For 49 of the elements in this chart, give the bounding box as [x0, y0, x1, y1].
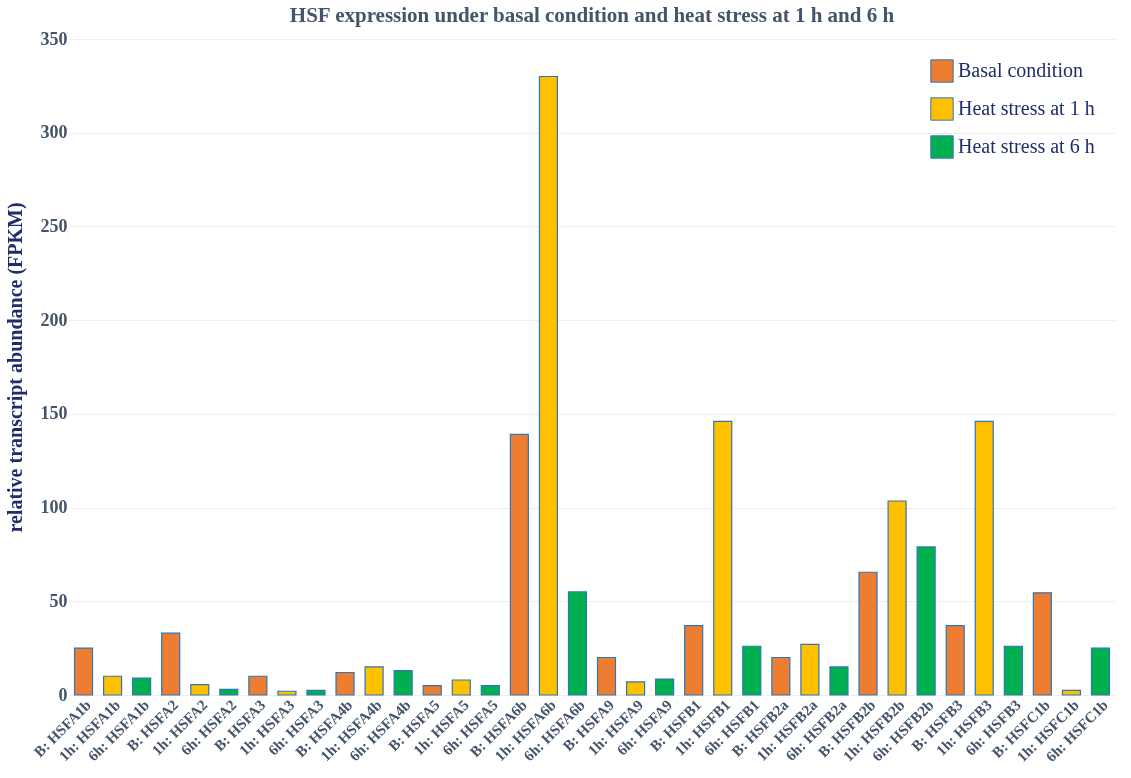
- bar: [1003, 645, 1023, 696]
- chart-title: HSF expression under basal condition and heat stress at 1 h and 6 h: [289, 3, 895, 27]
- legend-label: Heat stress at 1 h: [958, 97, 1095, 119]
- bar: [248, 675, 268, 696]
- y-tick-label: 350: [40, 28, 68, 49]
- bar: [219, 688, 239, 696]
- bar: [655, 678, 675, 696]
- bar: [364, 666, 384, 696]
- bar: [480, 685, 500, 696]
- y-tick-label: 250: [40, 215, 68, 236]
- bar: [916, 546, 936, 696]
- bar: [451, 679, 471, 696]
- bar: [974, 420, 994, 696]
- bar: [277, 690, 297, 696]
- bar: [567, 591, 588, 696]
- bar: [800, 643, 820, 696]
- y-tick-label: 200: [40, 309, 68, 330]
- bar: [625, 681, 646, 696]
- bar: [829, 666, 849, 696]
- bar: [684, 625, 704, 696]
- legend-label: Basal condition: [958, 59, 1083, 81]
- y-tick-label: 0: [58, 684, 68, 705]
- bar: [509, 433, 529, 696]
- bar: [1061, 689, 1082, 696]
- bar: [306, 689, 326, 696]
- bar: [102, 675, 123, 696]
- bar: [190, 684, 210, 696]
- y-tick-label: 300: [40, 122, 68, 143]
- y-tick-label: 50: [49, 590, 68, 611]
- bar: [1032, 592, 1052, 696]
- bar: [73, 647, 94, 696]
- y-axis-title: relative transcript abundance (FPKM): [3, 202, 27, 533]
- bar: [132, 677, 152, 696]
- bar: [858, 571, 878, 696]
- bar: [742, 645, 762, 696]
- bar: [422, 685, 442, 696]
- y-tick-label: 100: [40, 497, 68, 518]
- bar: [335, 671, 355, 696]
- bar: [713, 420, 733, 696]
- bar: [161, 632, 181, 696]
- bar: [1090, 647, 1111, 696]
- bar: [538, 75, 559, 696]
- bar: [945, 625, 965, 696]
- bar: [771, 656, 791, 696]
- y-tick-label: 150: [40, 403, 68, 424]
- bar: [596, 656, 617, 696]
- legend-label: Heat stress at 6 h: [958, 135, 1095, 157]
- bar: [393, 670, 413, 696]
- bar: [887, 500, 907, 696]
